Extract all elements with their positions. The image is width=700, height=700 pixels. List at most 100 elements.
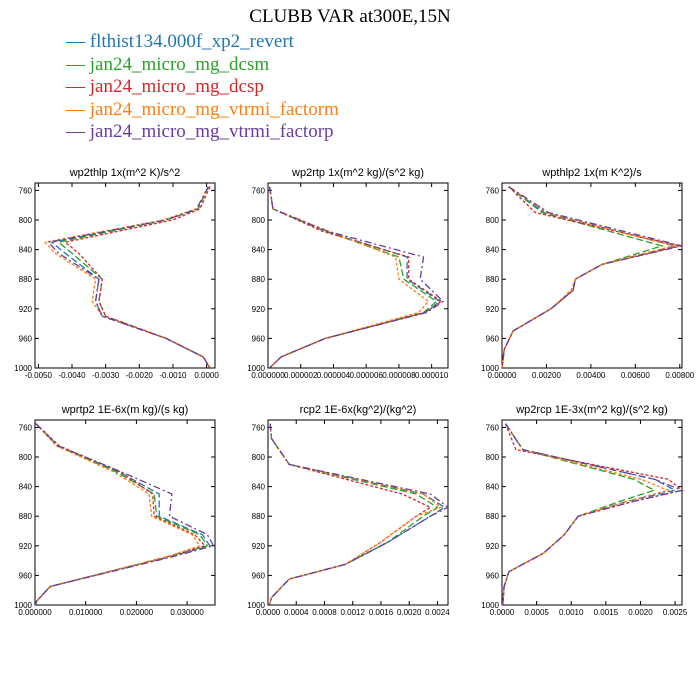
y-tick-label: 760 bbox=[486, 423, 500, 432]
y-tick-label: 880 bbox=[252, 275, 266, 284]
y-tick-label: 960 bbox=[252, 571, 266, 580]
y-tick-label: 880 bbox=[486, 275, 500, 284]
plot-frame bbox=[267, 182, 449, 369]
series-line-4 bbox=[34, 423, 201, 605]
series-line-3 bbox=[268, 186, 443, 368]
y-tick-label: 880 bbox=[19, 512, 33, 521]
panel-4: wprtp2 1E-6x(m kg)/(s kg) 760 800 840 880 920… bbox=[14, 404, 216, 617]
y-tick-label: 920 bbox=[252, 305, 266, 314]
x-tick-label: 0.000002 bbox=[284, 371, 318, 380]
y-tick-label: 840 bbox=[486, 483, 500, 492]
x-tick-label: 0.0020 bbox=[397, 608, 422, 617]
y-tick-label: 920 bbox=[252, 542, 266, 551]
legend-swatch: — bbox=[66, 76, 90, 97]
series-line-2 bbox=[34, 423, 209, 605]
legend-label: jan24_micro_mg_dcsm bbox=[89, 53, 270, 75]
series-line-3 bbox=[501, 186, 680, 368]
y-tick-label: 760 bbox=[252, 186, 266, 195]
y-tick-label: 800 bbox=[19, 453, 33, 462]
y-tick-label: 1000 bbox=[481, 601, 499, 610]
series-line-2 bbox=[501, 186, 665, 368]
legend-item: — jan24_micro_mg_dcsp bbox=[66, 76, 339, 99]
series-line-3 bbox=[34, 423, 207, 605]
y-tick-label: 1000 bbox=[247, 601, 265, 610]
x-tick-label: 0.0000 bbox=[490, 608, 515, 617]
y-tick-label: 880 bbox=[19, 275, 33, 284]
series-line-1 bbox=[268, 186, 441, 368]
y-tick-label: 760 bbox=[19, 186, 33, 195]
x-tick-label: 0.00800 bbox=[665, 371, 694, 380]
y-tick-label: 840 bbox=[252, 246, 266, 255]
x-tick-label: 0.00000 bbox=[488, 371, 517, 380]
y-tick-label: 920 bbox=[19, 305, 33, 314]
figure-title: CLUBB VAR at300E,15N bbox=[249, 6, 451, 27]
x-tick-label: 0.0000 bbox=[194, 371, 219, 380]
y-tick-label: 880 bbox=[486, 512, 500, 521]
legend-swatch: — bbox=[66, 53, 90, 75]
y-tick-label: 920 bbox=[486, 542, 500, 551]
x-tick-label: -0.0020 bbox=[126, 371, 154, 380]
legend-label: jan24_micro_mg_vtrmi_factorm bbox=[89, 98, 339, 120]
y-tick-label: 800 bbox=[252, 453, 266, 462]
y-tick-label: 840 bbox=[19, 246, 33, 255]
legend-item: — jan24_micro_mg_dcsm bbox=[66, 54, 339, 77]
legend-item: — jan24_micro_mg_vtrmi_factorm bbox=[66, 99, 339, 122]
x-tick-label: 0.0016 bbox=[369, 608, 394, 617]
x-tick-label: -0.0050 bbox=[25, 371, 53, 380]
plot-frame bbox=[501, 419, 683, 606]
panel-5: rcp2 1E-6x(kg^2)/(kg^2) 760 800 840 880 920 96… bbox=[247, 404, 450, 617]
x-tick-label: 0.010000 bbox=[69, 608, 103, 617]
series-line-5 bbox=[502, 423, 685, 605]
legend-label: jan24_micro_mg_dcsp bbox=[89, 76, 264, 97]
series-line-5 bbox=[268, 423, 450, 605]
x-tick-label: 0.00400 bbox=[576, 371, 605, 380]
y-tick-label: 1000 bbox=[481, 364, 499, 373]
plot-frame bbox=[34, 419, 216, 606]
legend-swatch: — bbox=[66, 121, 90, 142]
panel-6: wp2rcp 1E-3x(m^2 kg)/(s^2 kg) 760 800 840 88… bbox=[481, 404, 688, 617]
series-line-5 bbox=[501, 186, 683, 368]
panel-1: wp2thlp 1x(m^2 K)/s^2 760 800 840 880 920 960 1… bbox=[14, 167, 219, 380]
legend-swatch: — bbox=[66, 31, 90, 52]
y-tick-label: 800 bbox=[486, 216, 500, 225]
x-tick-label: 0.000010 bbox=[415, 371, 449, 380]
x-tick-label: 0.0020 bbox=[628, 608, 653, 617]
y-tick-label: 960 bbox=[486, 571, 500, 580]
x-tick-label: 0.0025 bbox=[663, 608, 688, 617]
legend-swatch: — bbox=[66, 98, 90, 120]
x-tick-label: 0.0004 bbox=[284, 608, 309, 617]
plot-frame bbox=[34, 182, 216, 369]
panel-3: wpthlp2 1x(m K^2)/s 760 800 840 880 920 960 100… bbox=[481, 167, 695, 380]
legend-label: jan24_micro_mg_vtrmi_factorp bbox=[89, 121, 334, 142]
panel-title: wp2rcp 1E-3x(m^2 kg)/(s^2 kg) bbox=[515, 404, 668, 416]
y-tick-label: 1000 bbox=[14, 601, 32, 610]
x-tick-label: 0.0008 bbox=[312, 608, 337, 617]
series-line-5 bbox=[268, 186, 445, 368]
y-tick-label: 880 bbox=[252, 512, 266, 521]
series-line-2 bbox=[268, 186, 438, 368]
legend-item: — flthist134.000f_xp2_revert bbox=[66, 31, 339, 54]
x-tick-label: 0.0010 bbox=[559, 608, 584, 617]
panel-2: wp2rtp 1x(m^2 kg)/(s^2 kg) 760 800 840 880 92… bbox=[247, 167, 449, 380]
panel-title: wp2rtp 1x(m^2 kg)/(s^2 kg) bbox=[291, 167, 424, 179]
legend-item: — jan24_micro_mg_vtrmi_factorp bbox=[66, 121, 339, 144]
x-tick-label: 0.020000 bbox=[120, 608, 154, 617]
x-tick-label: 0.000006 bbox=[349, 371, 383, 380]
series-line-1 bbox=[34, 423, 211, 605]
series-line-5 bbox=[47, 186, 211, 368]
series-line-3 bbox=[63, 186, 211, 368]
x-tick-label: 0.000000 bbox=[251, 371, 285, 380]
y-tick-label: 960 bbox=[252, 334, 266, 343]
x-tick-label: 0.000008 bbox=[382, 371, 416, 380]
x-tick-label: 0.0005 bbox=[524, 608, 549, 617]
x-tick-label: 0.0000 bbox=[256, 608, 281, 617]
x-tick-label: -0.0010 bbox=[159, 371, 187, 380]
y-tick-label: 960 bbox=[19, 334, 33, 343]
series-line-4 bbox=[268, 186, 430, 368]
legend: — flthist134.000f_xp2_revert — jan24_mic… bbox=[66, 31, 339, 144]
y-tick-label: 1000 bbox=[247, 364, 265, 373]
series-line-4 bbox=[43, 186, 211, 368]
y-tick-label: 840 bbox=[252, 483, 266, 492]
y-tick-label: 920 bbox=[486, 305, 500, 314]
